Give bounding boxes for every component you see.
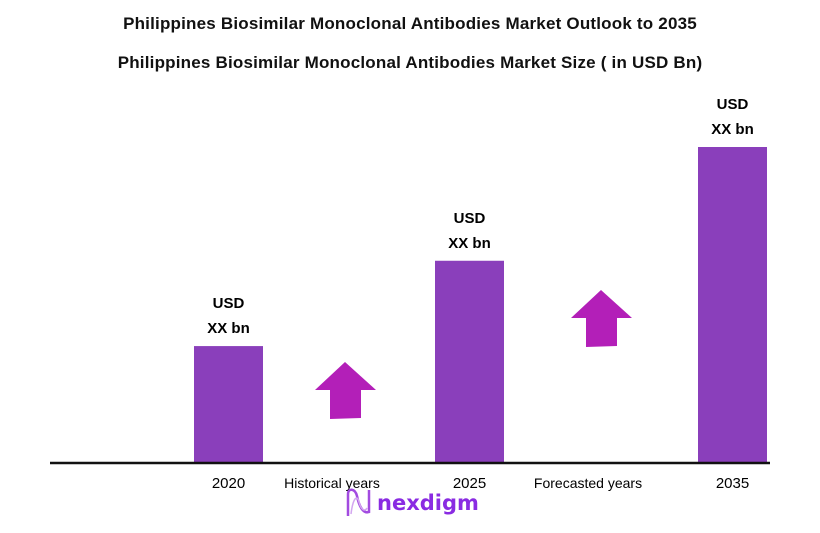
bar-2025 — [435, 260, 504, 463]
x-tick-label: 2035 — [716, 475, 749, 492]
data-label-line1: USD — [454, 210, 486, 227]
chart-title: Philippines Biosimilar Monoclonal Antibo… — [123, 14, 697, 33]
growth-arrow-icon-forecast — [571, 290, 632, 347]
period-label-forecasted: Forecasted years — [534, 475, 642, 491]
data-label-line1: USD — [717, 96, 749, 113]
data-label-line1: USD — [213, 295, 245, 312]
nexdigm-logo: nexdigm — [345, 488, 479, 518]
chart-subtitle: Philippines Biosimilar Monoclonal Antibo… — [117, 53, 703, 72]
data-label-line2: XX bn — [207, 320, 250, 337]
x-tick-label: 2025 — [453, 475, 486, 492]
period-label-historical: Historical years — [284, 475, 380, 491]
data-label-line2: XX bn — [711, 121, 754, 138]
x-tick-label: 2020 — [212, 475, 245, 492]
bar-2020 — [194, 346, 263, 463]
data-label-line2: XX bn — [448, 235, 491, 252]
logo-wave-icon — [346, 488, 371, 516]
bar-2035 — [698, 147, 767, 463]
logo-text: nexdigm — [377, 491, 479, 515]
growth-arrow-icon-historical — [315, 362, 376, 419]
